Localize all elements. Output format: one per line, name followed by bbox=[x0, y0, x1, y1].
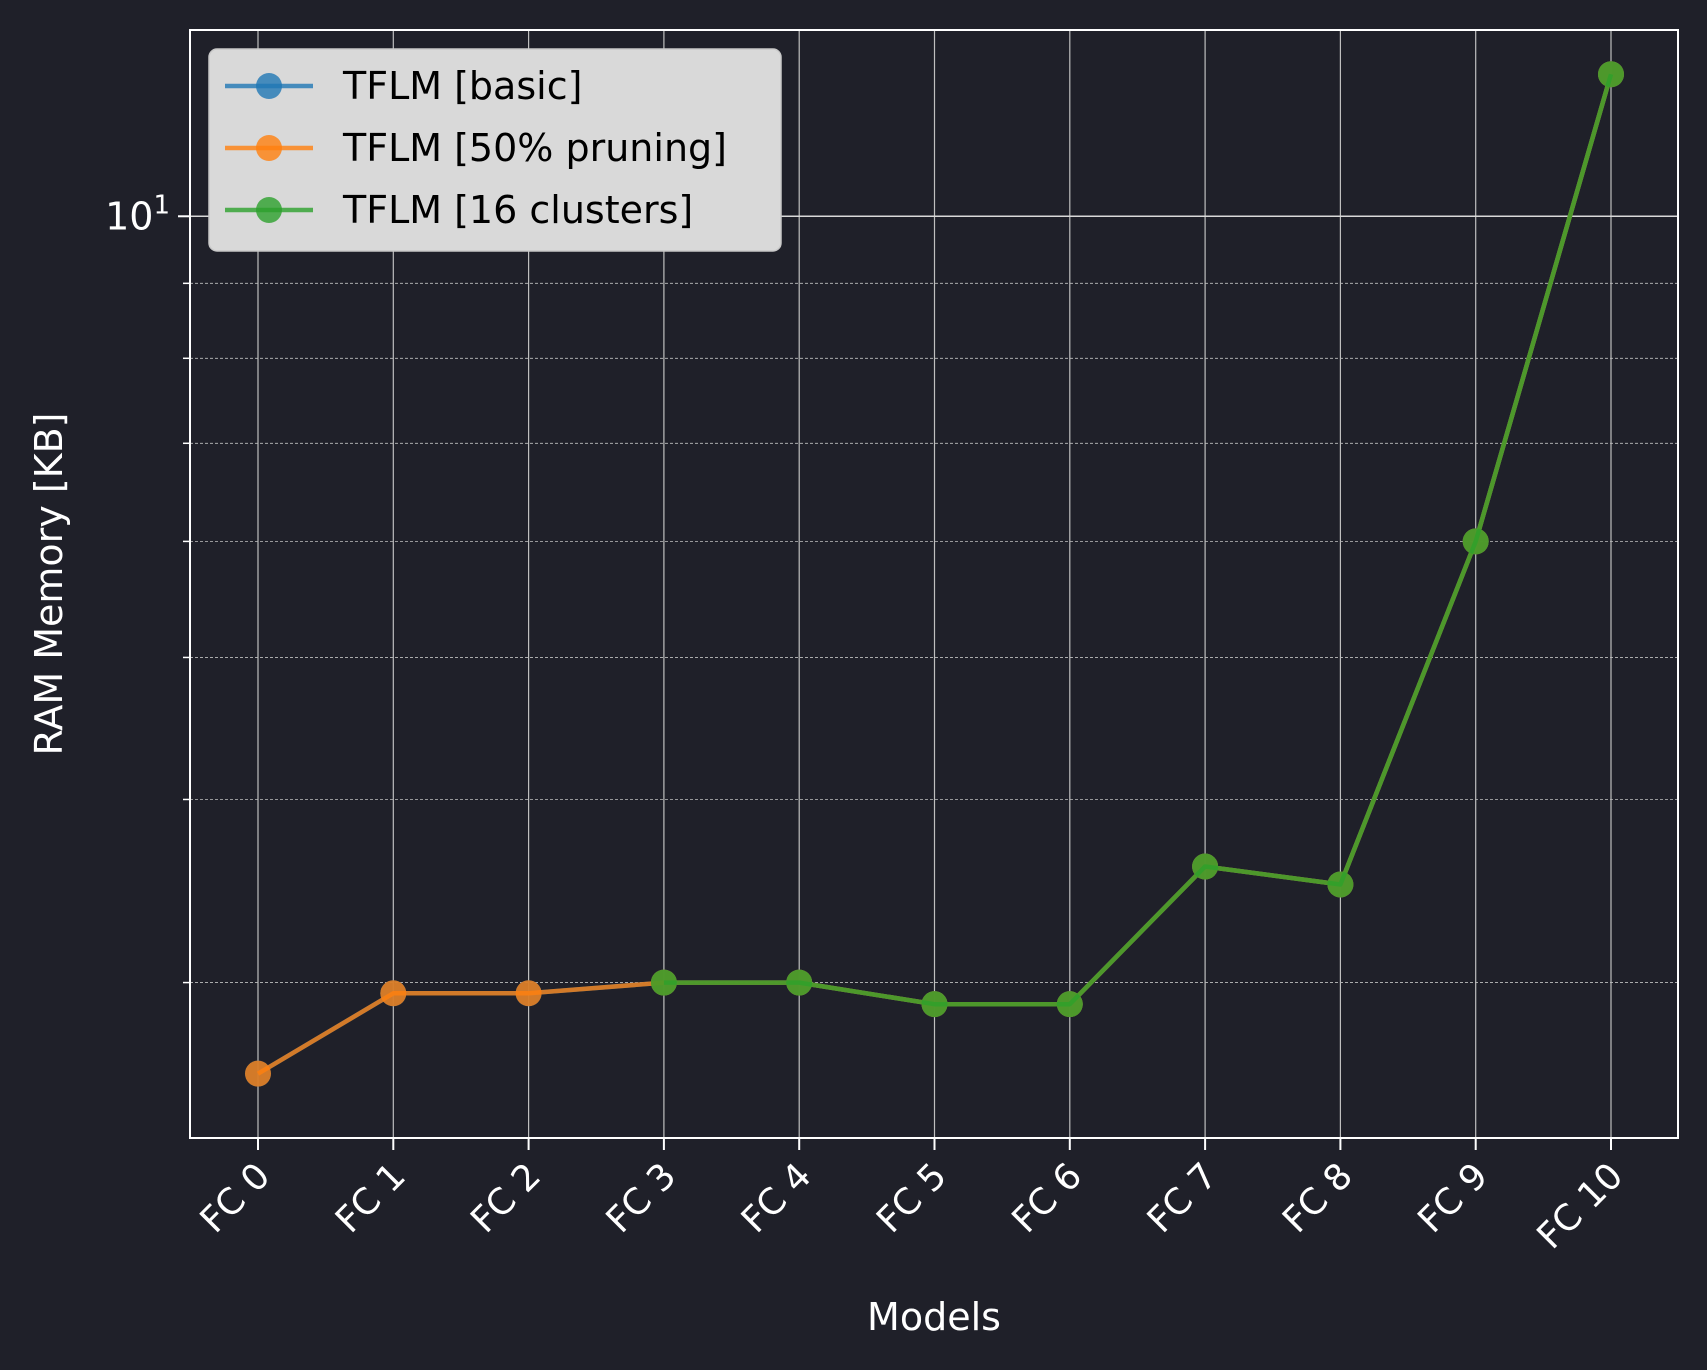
data-point bbox=[1598, 61, 1624, 88]
series-line bbox=[663, 73, 1614, 1007]
y-axis: 101 bbox=[105, 190, 190, 984]
data-point bbox=[786, 969, 813, 996]
legend-marker bbox=[256, 135, 282, 161]
legend-marker bbox=[256, 197, 282, 223]
data-point bbox=[921, 991, 948, 1018]
data-point bbox=[1192, 853, 1219, 880]
series-3 bbox=[650, 61, 1624, 1018]
series-layer bbox=[245, 61, 1624, 1087]
data-point bbox=[515, 980, 542, 1007]
legend-marker bbox=[256, 73, 282, 99]
y-axis-label: RAM Memory [KB] bbox=[27, 413, 71, 756]
legend-label: TFLM [16 clusters] bbox=[342, 188, 693, 232]
data-point bbox=[380, 980, 407, 1007]
legend-label: TFLM [basic] bbox=[342, 64, 582, 108]
data-point bbox=[1327, 871, 1354, 898]
legend: TFLM [basic] TFLM [50% pruning] TFLM [16 c… bbox=[208, 48, 782, 252]
data-point bbox=[1056, 991, 1083, 1018]
y-tick-label-base: 10 bbox=[105, 194, 153, 238]
legend-label: TFLM [50% pruning] bbox=[342, 126, 727, 170]
y-tick-label-exponent: 1 bbox=[153, 190, 170, 220]
legend-box bbox=[208, 48, 782, 252]
legend-item: TFLM [basic] bbox=[225, 64, 582, 108]
legend-item: TFLM [16 clusters] bbox=[225, 188, 693, 232]
y-tick-label: 101 bbox=[105, 190, 170, 238]
legend-item: TFLM [50% pruning] bbox=[225, 126, 727, 170]
x-axis-label: Models bbox=[867, 1295, 1001, 1339]
data-point bbox=[1462, 528, 1489, 555]
data-point bbox=[245, 1060, 271, 1087]
data-point bbox=[650, 969, 677, 996]
